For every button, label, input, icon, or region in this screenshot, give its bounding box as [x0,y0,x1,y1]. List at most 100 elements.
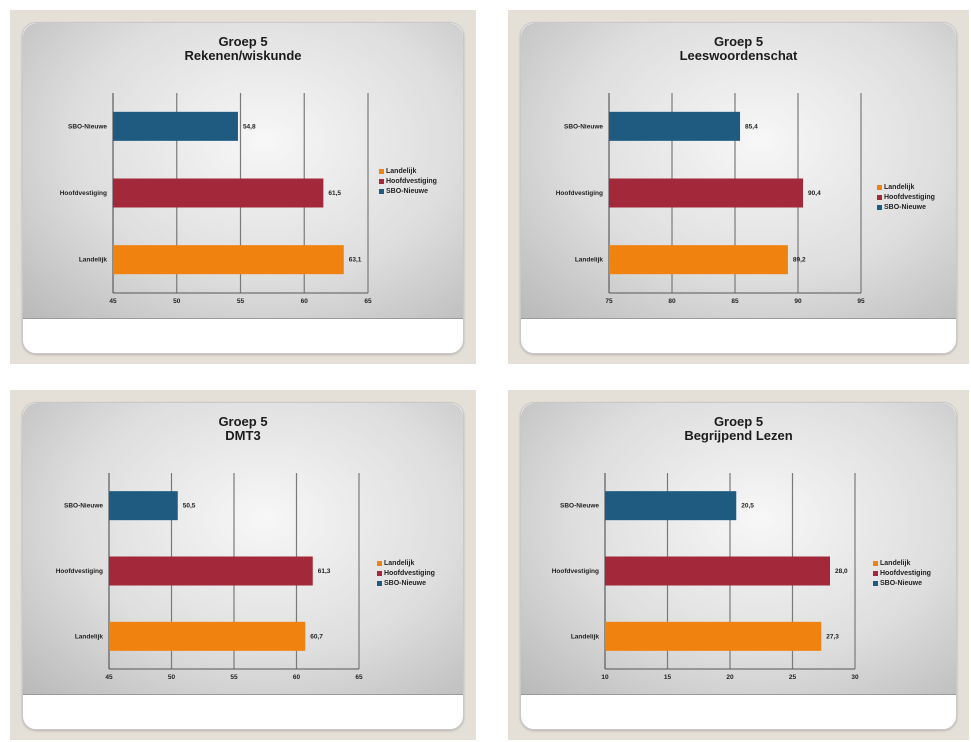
bar-hoofdvestiging [609,178,804,208]
data-label: 89,2 [793,257,806,264]
bar-chart-svg: 45 50 55 60 65 63,1 Landelijk 61,5 Hoofdvestigin… [60,93,372,305]
legend-label: Hoofdvestiging [884,194,935,201]
data-label: 61,5 [328,190,341,197]
x-tick-label: 45 [105,674,113,681]
legend-swatch [877,194,882,200]
legend-item: Landelijk [873,559,931,569]
slide-dmt3: 45 50 55 60 65 60,7 Landelijk 61,3 Hoofdvestigin… [10,390,476,740]
x-tick-label: 60 [293,674,301,681]
chart-title: Groep 5 Begrijpend Lezen [521,415,956,443]
bar-landelijk [605,621,822,651]
legend-swatch [377,580,382,586]
y-category-label: Hoofdvestiging [56,568,103,575]
legend-label: Hoofdvestiging [880,570,931,577]
legend-label: SBO-Nieuwe [386,188,429,195]
x-tick-label: 25 [789,674,797,681]
x-tick-label: 85 [731,298,739,305]
data-label: 85,4 [745,123,758,130]
chart-area: 45 50 55 60 65 60,7 Landelijk 61,3 Hoofdvestigin… [23,403,463,695]
data-label: 61,3 [318,568,331,575]
chart-area: 10 15 20 25 30 27,3 Landelijk 28,0 Hoofdvestigin… [521,403,956,695]
legend-label: Hoofdvestiging [386,178,437,185]
bar-landelijk [109,621,306,651]
chart-title: Groep 5 DMT3 [23,415,463,443]
y-category-label: SBO-Nieuwe [564,123,603,130]
bar-chart-svg: 75 80 85 90 95 89,2 Landelijk 90,4 Hoofdvestigin… [556,93,865,305]
chart-legend: Landelijk Hoofdvestiging SBO-Nieuwe [873,559,931,589]
x-tick-label: 50 [173,298,181,305]
y-category-label: SBO-Nieuwe [68,123,107,130]
bar-hoofdvestiging [109,556,313,586]
data-label: 60,7 [310,633,323,640]
chart-legend: Landelijk Hoofdvestiging SBO-Nieuwe [379,167,437,197]
y-category-label: Landelijk [75,633,104,640]
bar-chart-svg: 10 15 20 25 30 27,3 Landelijk 28,0 Hoofdvestigin… [552,473,859,681]
bar-chart-svg: 45 50 55 60 65 60,7 Landelijk 61,3 Hoofdvestigin… [56,473,363,681]
legend-label: Landelijk [386,168,417,175]
legend-label: Landelijk [880,560,911,567]
y-category-label: Landelijk [79,257,108,264]
x-tick-label: 50 [168,674,176,681]
legend-item: SBO-Nieuwe [379,187,437,197]
legend-swatch [377,570,382,576]
bar-landelijk [609,245,788,275]
y-category-label: Hoofdvestiging [556,190,603,197]
legend-swatch [873,570,878,576]
chart-title-sub: Leeswoordenschat [679,48,798,63]
legend-item: Landelijk [379,167,437,177]
data-label: 50,5 [183,503,196,510]
slide-rekenen: 45 50 55 60 65 63,1 Landelijk 61,5 Hoofdvestigin… [10,10,476,364]
legend-label: Hoofdvestiging [384,570,435,577]
legend-item: Landelijk [377,559,435,569]
x-tick-label: 65 [364,298,372,305]
x-tick-label: 75 [605,298,613,305]
x-tick-label: 55 [237,298,245,305]
chart-title-main: Groep 5 [218,34,268,49]
x-tick-label: 65 [355,674,363,681]
y-category-label: SBO-Nieuwe [64,503,103,510]
legend-label: Landelijk [384,560,415,567]
legend-swatch [873,560,878,566]
x-tick-label: 95 [857,298,865,305]
legend-label: SBO-Nieuwe [884,204,927,211]
legend-label: Landelijk [884,184,915,191]
slide-card: 75 80 85 90 95 89,2 Landelijk 90,4 Hoofdvestigin… [520,22,957,354]
bar-sbo-nieuwe [113,111,238,141]
x-tick-label: 60 [301,298,309,305]
legend-item: SBO-Nieuwe [877,203,935,213]
x-tick-label: 45 [109,298,117,305]
chart-area: 75 80 85 90 95 89,2 Landelijk 90,4 Hoofdvestigin… [521,23,956,319]
legend-label: SBO-Nieuwe [384,580,427,587]
bar-sbo-nieuwe [605,491,737,521]
legend-item: Hoofdvestiging [877,193,935,203]
chart-title-sub: DMT3 [225,428,261,443]
legend-swatch [877,204,882,210]
data-label: 28,0 [835,568,848,575]
legend-swatch [379,188,384,194]
legend-item: Hoofdvestiging [379,177,437,187]
y-category-label: Landelijk [575,257,604,264]
legend-item: Hoofdvestiging [873,569,931,579]
slide-leeswoordenschat: 75 80 85 90 95 89,2 Landelijk 90,4 Hoofdvestigin… [508,10,969,364]
chart-legend: Landelijk Hoofdvestiging SBO-Nieuwe [877,183,935,213]
legend-swatch [377,560,382,566]
slide-card: 45 50 55 60 65 60,7 Landelijk 61,3 Hoofdvestigin… [22,402,464,730]
legend-item: SBO-Nieuwe [873,579,931,589]
bar-sbo-nieuwe [109,491,178,521]
legend-swatch [877,184,882,190]
legend-label: SBO-Nieuwe [880,580,923,587]
chart-area: 45 50 55 60 65 63,1 Landelijk 61,5 Hoofdvestigin… [23,23,463,319]
data-label: 27,3 [826,633,839,640]
data-label: 54,8 [243,123,256,130]
data-label: 20,5 [741,503,754,510]
data-label: 63,1 [349,257,362,264]
x-tick-label: 55 [230,674,238,681]
legend-item: Landelijk [877,183,935,193]
slide-card: 10 15 20 25 30 27,3 Landelijk 28,0 Hoofdvestigin… [520,402,957,730]
chart-title: Groep 5 Leeswoordenschat [521,35,956,63]
y-category-label: Landelijk [571,633,600,640]
legend-item: SBO-Nieuwe [377,579,435,589]
x-tick-label: 80 [668,298,676,305]
legend-item: Hoofdvestiging [377,569,435,579]
x-tick-label: 20 [726,674,734,681]
